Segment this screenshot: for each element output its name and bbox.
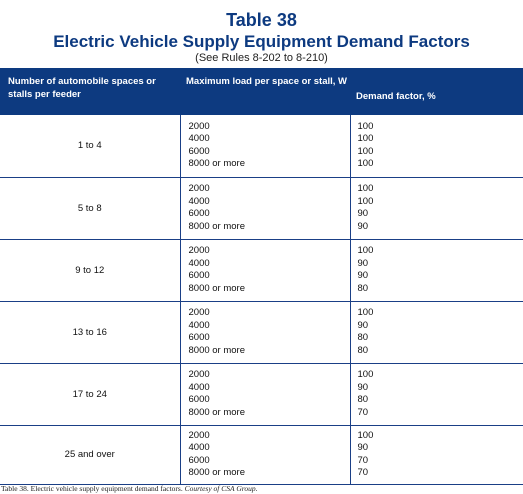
demand-factor-value: 80 [357,282,369,294]
demand-factor-value: 100 [357,183,374,194]
demand-factor-value: 70 [357,467,369,478]
table-body: 1 to 4 2000 4000 6000 8000 or more 100 100 100 1… [0,115,523,485]
load-value: 4000 [188,442,210,453]
figure-caption: Table 38. Electric vehicle supply equipm… [1,484,258,493]
demand-factor-value: 100 [357,245,374,256]
load-values: 2000 4000 6000 8000 or more [180,301,351,364]
rule-reference: (See Rules 8-202 to 8-210) [195,52,328,64]
table-row: 17 to 24 2000 4000 6000 8000 or more 100 90 80 7… [0,363,523,426]
table-row: 25 and over 2000 4000 6000 8000 or more 100 90… [0,425,523,485]
load-value: 8000 or more [188,406,246,418]
load-value: 4000 [188,133,210,145]
load-value: 4000 [188,381,210,393]
load-values: 2000 4000 6000 8000 or more [180,425,351,485]
load-value: 8000 or more [188,467,246,478]
load-value: 8000 or more [188,220,246,232]
load-value: 6000 [188,270,210,281]
load-value: 4000 [188,257,210,269]
demand-factor-value: 80 [357,394,369,405]
load-values: 2000 4000 6000 8000 or more [180,115,351,178]
demand-factor-value: 100 [357,369,374,380]
table-row: 9 to 12 2000 4000 6000 8000 or more 100 90 90 80 [0,239,523,302]
load-value: 6000 [188,145,210,157]
demand-factor-values: 100 100 90 90 [350,177,523,240]
row-group-label: 9 to 12 [0,239,181,302]
demand-factor-value: 90 [357,319,369,331]
header-max-load: Maximum load per space or stall, W [180,68,350,115]
demand-factor-value: 90 [357,442,369,453]
demand-factor-value: 100 [357,133,374,145]
load-value: 8000 or more [188,282,246,294]
load-values: 2000 4000 6000 8000 or more [180,239,351,302]
demand-factor-value: 80 [357,344,369,356]
table-subtitle: Electric Vehicle Supply Equipment Demand… [53,32,470,51]
demand-factor-value: 70 [357,406,369,418]
load-value: 2000 [188,245,210,256]
demand-factor-value: 100 [357,307,374,318]
load-value: 4000 [188,195,210,207]
row-group-label: 5 to 8 [0,177,181,240]
demand-factor-value: 90 [357,208,369,219]
demand-factor-value: 80 [357,332,369,343]
load-values: 2000 4000 6000 8000 or more [180,363,351,426]
load-value: 4000 [188,319,210,331]
row-group-label: 25 and over [0,425,181,485]
header-spaces: Number of automobile spaces or stalls pe… [0,68,180,115]
demand-factor-values: 100 90 80 70 [350,363,523,426]
load-value: 2000 [188,120,210,132]
load-value: 8000 or more [188,344,246,356]
demand-factor-value: 90 [357,257,369,269]
load-value: 2000 [188,369,210,380]
caption-text: Table 38. Electric vehicle supply equipm… [1,484,183,493]
load-value: 2000 [188,429,210,441]
load-value: 6000 [188,332,210,343]
load-value: 2000 [188,307,210,318]
demand-factor-values: 100 90 80 80 [350,301,523,364]
caption-credit: Courtesy of CSA Group. [184,484,258,493]
load-value: 8000 or more [188,158,246,170]
demand-factor-value: 70 [357,454,369,466]
table-header-row: Number of automobile spaces or stalls pe… [0,68,523,115]
demand-factor-values: 100 90 70 70 [350,425,523,485]
row-group-label: 17 to 24 [0,363,181,426]
demand-factor-value: 100 [357,158,374,170]
load-value: 6000 [188,394,210,405]
demand-factor-table: Number of automobile spaces or stalls pe… [0,68,523,485]
demand-factor-value: 90 [357,270,369,281]
load-value: 6000 [188,208,210,219]
demand-factor-value: 100 [357,429,374,441]
demand-factor-value: 100 [357,195,374,207]
demand-factor-values: 100 90 90 80 [350,239,523,302]
load-value: 2000 [188,183,210,194]
row-group-label: 1 to 4 [0,115,181,178]
header-demand-factor: Demand factor, % [350,68,523,115]
table-row: 1 to 4 2000 4000 6000 8000 or more 100 100 100 1… [0,115,523,178]
row-group-label: 13 to 16 [0,301,181,364]
demand-factor-value: 100 [357,145,374,157]
demand-factor-values: 100 100 100 100 [350,115,523,178]
demand-factor-value: 90 [357,220,369,232]
load-values: 2000 4000 6000 8000 or more [180,177,351,240]
demand-factor-value: 90 [357,381,369,393]
load-value: 6000 [188,454,210,466]
demand-factor-value: 100 [357,120,374,132]
table-title: Table 38 [226,10,297,30]
table-row: 13 to 16 2000 4000 6000 8000 or more 100 90 80 8… [0,301,523,364]
table-row: 5 to 8 2000 4000 6000 8000 or more 100 100 90 90 [0,177,523,240]
